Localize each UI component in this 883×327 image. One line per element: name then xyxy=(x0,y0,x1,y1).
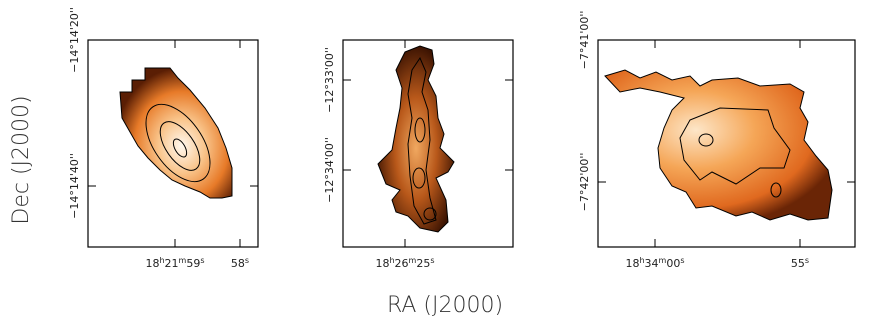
y-tick-label: −7°41'00'' xyxy=(578,11,591,70)
x-tick-part: s xyxy=(200,256,204,265)
x-tick-part: 00 xyxy=(666,257,680,270)
x-tick-part: 58 xyxy=(231,257,245,270)
x-tick-label: 58s xyxy=(231,256,249,270)
x-tick-part: 59 xyxy=(186,257,200,270)
x-tick-part: m xyxy=(409,256,417,265)
x-tick-part: m xyxy=(179,256,187,265)
x-tick-part: h xyxy=(389,256,394,265)
x-tick-part: 21 xyxy=(165,257,179,270)
x-tick-part: 18 xyxy=(375,257,389,270)
x-tick-part: h xyxy=(639,256,644,265)
x-tick-label: 55s xyxy=(791,256,809,270)
x-tick-part: s xyxy=(680,256,684,265)
x-tick-part: s xyxy=(430,256,434,265)
y-tick-label: −7°42'00'' xyxy=(578,153,591,212)
x-tick-part: 18 xyxy=(145,257,159,270)
y-tick-label: −12°34'00'' xyxy=(323,137,336,203)
y-axis-label: Dec (J2000) xyxy=(9,95,34,224)
x-tick-part: 25 xyxy=(416,257,430,270)
panel-2-map xyxy=(342,39,514,248)
y-tick-label: −14°14'40'' xyxy=(68,153,81,219)
x-tick-part: 34 xyxy=(645,257,659,270)
x-tick-part: m xyxy=(659,256,667,265)
x-axis-label: RA (J2000) xyxy=(387,293,503,318)
panel-3-map xyxy=(597,39,856,248)
panel-1-map xyxy=(87,39,259,248)
x-tick-part: 18 xyxy=(625,257,639,270)
x-tick-label: 18h34m00s xyxy=(625,256,684,270)
x-tick-part: s xyxy=(805,256,809,265)
x-tick-label: 18h26m25s xyxy=(375,256,434,270)
x-tick-part: 26 xyxy=(395,257,409,270)
x-tick-part: s xyxy=(245,256,249,265)
x-tick-part: h xyxy=(159,256,164,265)
y-tick-label: −14°14'20'' xyxy=(68,7,81,73)
y-tick-label: −12°33'00'' xyxy=(323,47,336,113)
x-tick-part: 55 xyxy=(791,257,805,270)
x-tick-label: 18h21m59s xyxy=(145,256,204,270)
